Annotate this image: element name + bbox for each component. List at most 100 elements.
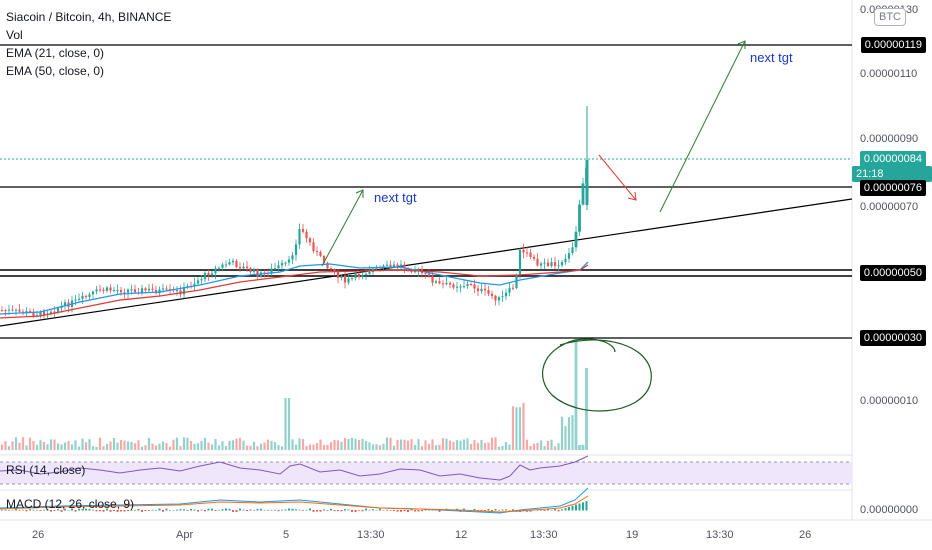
candle-body <box>116 289 119 291</box>
volume-bar <box>567 417 571 450</box>
volume-bar <box>137 440 140 450</box>
volume-bar <box>77 446 81 450</box>
currency-badge[interactable]: BTC <box>874 8 906 26</box>
volume-bar <box>504 442 508 450</box>
macd-bar <box>144 510 147 511</box>
volume-bar <box>189 441 193 450</box>
vol-label[interactable]: Vol <box>6 28 23 42</box>
volume-bar <box>536 442 539 450</box>
volume-bar <box>238 437 242 450</box>
candle-body <box>350 277 354 279</box>
volume-bar <box>231 440 235 450</box>
volume-bar <box>287 398 291 450</box>
candle-body <box>63 302 67 306</box>
ema50-label[interactable]: EMA (50, close, 0) <box>6 64 105 78</box>
volume-bar <box>417 438 420 450</box>
macd-bar <box>113 510 115 511</box>
price-tick: 0.00000090 <box>860 133 918 145</box>
volume-bar <box>550 439 553 450</box>
candle-body <box>133 289 137 293</box>
candle-body <box>473 284 476 289</box>
macd-bar <box>428 509 430 511</box>
macd-bar <box>361 510 364 512</box>
candles <box>0 106 589 319</box>
candle-body <box>431 276 434 283</box>
candle-body <box>256 269 259 277</box>
price-label-119[interactable]: 0.00000119 <box>860 37 926 53</box>
time-tick: 26 <box>32 529 44 541</box>
volume-bar <box>60 444 63 450</box>
candle-body <box>98 289 102 291</box>
macd-bar <box>71 508 73 511</box>
volume-bar <box>144 445 147 450</box>
macd-bar <box>568 507 570 511</box>
trendline[interactable] <box>0 198 853 327</box>
volume-highlight-circle[interactable] <box>542 338 652 412</box>
volume-bar <box>0 444 4 450</box>
volume-bar <box>378 445 382 450</box>
macd-bar <box>228 508 231 511</box>
candle-body <box>231 260 235 263</box>
arrow-up-2[interactable] <box>659 40 746 213</box>
volume-bar <box>340 441 343 450</box>
macd-bar <box>137 509 140 511</box>
symbol-title[interactable]: Siacoin / Bitcoin, 4h, BINANCE <box>6 10 172 24</box>
volume-bar <box>224 446 228 450</box>
arrow-up-1[interactable] <box>321 189 364 267</box>
price-label-76[interactable]: 0.00000076 <box>859 180 926 196</box>
volume-bar <box>11 441 14 450</box>
macd-bar <box>291 508 294 511</box>
next-target-label-mid[interactable]: next tgt <box>374 190 417 205</box>
macd-bar <box>543 510 546 511</box>
candle-body <box>490 293 494 296</box>
macd-bar <box>386 509 388 511</box>
price-label-50[interactable]: 0.00000050 <box>859 265 926 281</box>
volume-bar <box>434 445 438 450</box>
macd-bar <box>316 510 318 512</box>
rsi-line <box>0 455 589 481</box>
volume-bar <box>497 446 501 450</box>
next-target-label-top[interactable]: next tgt <box>750 50 793 65</box>
candle-body <box>326 262 329 269</box>
candle-body <box>532 256 536 259</box>
volume-bar <box>4 441 7 450</box>
time-axis[interactable]: 26 Apr 5 13:30 12 13:30 19 13:30 26 <box>32 529 811 541</box>
volume-bars <box>0 340 588 450</box>
volume-bar <box>522 402 525 450</box>
arrow-down-red[interactable] <box>598 154 637 201</box>
volume-bar <box>518 407 522 450</box>
macd-bar <box>302 510 304 511</box>
macd-bar <box>53 510 56 511</box>
candle-body <box>39 311 42 316</box>
macd-label[interactable]: MACD (12, 26, close, 9) <box>6 497 135 511</box>
candle-body <box>301 229 305 232</box>
macd-bar <box>582 502 584 511</box>
volume-bar <box>392 445 396 450</box>
volume-bar <box>203 437 207 450</box>
volume-bar <box>291 439 294 450</box>
price-label-30[interactable]: 0.00000030 <box>859 330 926 346</box>
macd-bar <box>8 509 10 511</box>
rsi-label[interactable]: RSI (14, close) <box>6 463 86 477</box>
macd-bar <box>529 510 532 512</box>
macd-bar <box>239 508 241 511</box>
time-tick: 13:30 <box>530 529 558 541</box>
macd-bar <box>270 509 273 511</box>
price-label-last[interactable]: 0.00000084 <box>859 151 926 167</box>
candle-body <box>56 308 60 312</box>
volume-bar <box>154 445 158 450</box>
ema21-label[interactable]: EMA (21, close, 0) <box>6 46 105 60</box>
candle-body <box>574 231 578 248</box>
volume-bar <box>88 439 91 450</box>
candle-body <box>7 309 11 311</box>
macd-bar <box>550 509 553 511</box>
candle-body <box>4 310 7 312</box>
macd-bar <box>564 508 567 511</box>
candle-body <box>389 264 392 267</box>
volume-bar <box>560 416 564 450</box>
volume-bar <box>305 446 308 450</box>
volume-bar <box>308 444 312 450</box>
volume-bar <box>532 443 536 450</box>
volume-bar <box>182 437 186 450</box>
